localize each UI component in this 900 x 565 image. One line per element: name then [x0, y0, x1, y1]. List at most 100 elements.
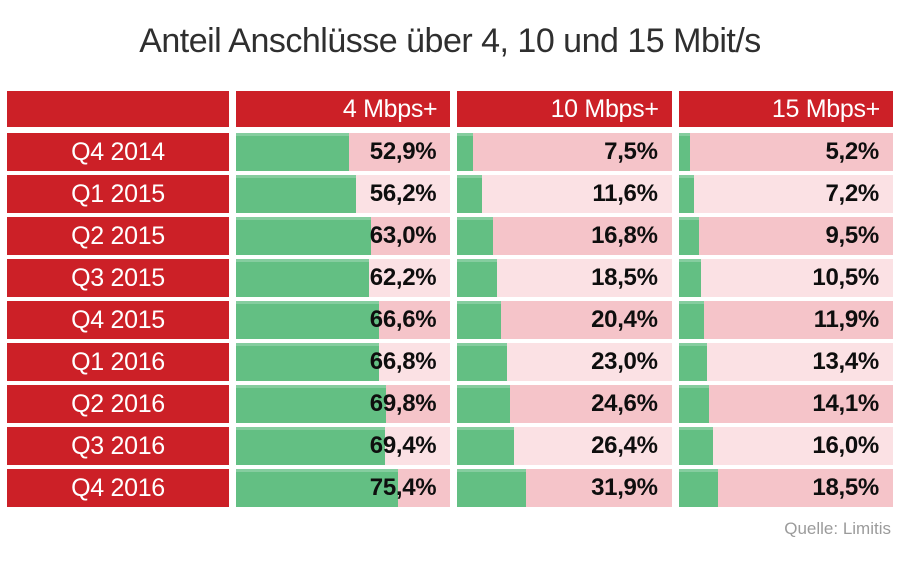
row-label-quarter: Q4 2015: [7, 301, 229, 339]
value-bar: [678, 259, 702, 297]
value-label: 62,2%: [369, 264, 437, 291]
value-label: 63,0%: [369, 222, 437, 249]
value-bar: [457, 343, 507, 381]
value-cell: 69,4%: [236, 427, 451, 465]
value-label: 31,9%: [591, 474, 658, 501]
value-cell: 66,8%: [236, 343, 451, 381]
value-cell: 7,2%: [678, 175, 893, 213]
value-label: 13,4%: [812, 348, 879, 375]
value-label: 7,2%: [825, 180, 879, 207]
value-bar: [678, 385, 709, 423]
value-cell: 26,4%: [457, 427, 672, 465]
value-label: 26,4%: [591, 432, 658, 459]
value-bar: [236, 427, 385, 465]
table-row: Q3 2016 69,4% 26,4% 16,0%: [7, 427, 893, 465]
row-label-quarter: Q2 2016: [7, 385, 229, 423]
table-row: Q2 2015 63,0% 16,8% 9,5%: [7, 217, 893, 255]
table-row: Q1 2016 66,8% 23,0% 13,4%: [7, 343, 893, 381]
value-cell: 16,0%: [678, 427, 893, 465]
table-row: Q1 2015 56,2% 11,6% 7,2%: [7, 175, 893, 213]
value-label: 66,8%: [369, 348, 437, 375]
value-label: 16,0%: [812, 432, 879, 459]
value-cell: 5,2%: [678, 133, 893, 171]
value-cell: 10,5%: [678, 259, 893, 297]
value-label: 16,8%: [591, 222, 658, 249]
value-cell: 20,4%: [457, 301, 672, 339]
value-cell: 14,1%: [678, 385, 893, 423]
value-bar: [678, 133, 690, 171]
table-header-row: 4 Mbps+ 10 Mbps+ 15 Mbps+: [7, 91, 893, 127]
value-bar: [457, 133, 474, 171]
value-label: 75,4%: [369, 474, 437, 501]
source-credit: Quelle: Limitis: [784, 519, 891, 538]
value-bar: [236, 469, 398, 507]
row-label-quarter: Q3 2015: [7, 259, 229, 297]
value-cell: 62,2%: [236, 259, 451, 297]
value-cell: 9,5%: [678, 217, 893, 255]
value-label: 9,5%: [825, 222, 879, 249]
value-cell: 66,6%: [236, 301, 451, 339]
table-row: Q4 2014 52,9% 7,5% 5,2%: [7, 133, 893, 171]
value-cell: 52,9%: [236, 133, 451, 171]
row-label-quarter: Q3 2016: [7, 427, 229, 465]
value-bar: [236, 301, 379, 339]
value-bar: [236, 217, 372, 255]
value-label: 10,5%: [812, 264, 879, 291]
value-label: 66,6%: [369, 306, 437, 333]
value-bar: [236, 133, 350, 171]
value-cell: 11,9%: [678, 301, 893, 339]
table-body: Q4 2014 52,9% 7,5% 5,2% Q1 2015 56,2% 11,6% 7,2…: [7, 133, 893, 507]
value-bar: [678, 343, 708, 381]
value-bar: [236, 175, 357, 213]
value-label: 7,5%: [604, 138, 658, 165]
corner-cell: [7, 91, 229, 127]
value-cell: 16,8%: [457, 217, 672, 255]
value-cell: 56,2%: [236, 175, 451, 213]
value-label: 69,8%: [369, 390, 437, 417]
row-label-quarter: Q1 2016: [7, 343, 229, 381]
value-cell: 18,5%: [457, 259, 672, 297]
page-title: Anteil Anschlüsse über 4, 10 und 15 Mbit…: [139, 22, 761, 60]
value-bar: [457, 427, 514, 465]
value-bar: [457, 469, 526, 507]
value-cell: 11,6%: [457, 175, 672, 213]
value-bar: [236, 385, 386, 423]
value-cell: 13,4%: [678, 343, 893, 381]
value-label: 18,5%: [812, 474, 879, 501]
value-label: 11,9%: [813, 306, 880, 333]
value-bar: [457, 175, 483, 213]
table-row: Q3 2015 62,2% 18,5% 10,5%: [7, 259, 893, 297]
bandwidth-share-table: 4 Mbps+ 10 Mbps+ 15 Mbps+ Q4 2014 52,9% 7,…: [7, 91, 893, 507]
row-label-quarter: Q4 2016: [7, 469, 229, 507]
table-row: Q4 2015 66,6% 20,4% 11,9%: [7, 301, 893, 339]
column-header-10mbps: 10 Mbps+: [457, 91, 672, 127]
value-cell: 69,8%: [236, 385, 451, 423]
value-bar: [236, 259, 370, 297]
value-cell: 75,4%: [236, 469, 451, 507]
row-label-quarter: Q4 2014: [7, 133, 229, 171]
value-label: 23,0%: [591, 348, 658, 375]
value-cell: 18,5%: [678, 469, 893, 507]
row-label-quarter: Q1 2015: [7, 175, 229, 213]
value-cell: 7,5%: [457, 133, 672, 171]
value-label: 14,1%: [812, 390, 879, 417]
value-bar: [678, 217, 700, 255]
column-header-4mbps: 4 Mbps+: [236, 91, 451, 127]
value-cell: 63,0%: [236, 217, 451, 255]
value-cell: 31,9%: [457, 469, 672, 507]
value-bar: [678, 469, 719, 507]
row-label-quarter: Q2 2015: [7, 217, 229, 255]
value-label: 56,2%: [369, 180, 437, 207]
value-label: 5,2%: [825, 138, 879, 165]
value-cell: 23,0%: [457, 343, 672, 381]
value-bar: [678, 175, 695, 213]
value-cell: 24,6%: [457, 385, 672, 423]
value-bar: [678, 427, 713, 465]
value-bar: [457, 301, 502, 339]
table-row: Q4 2016 75,4% 31,9% 18,5%: [7, 469, 893, 507]
value-bar: [678, 301, 705, 339]
table-row: Q2 2016 69,8% 24,6% 14,1%: [7, 385, 893, 423]
column-header-15mbps: 15 Mbps+: [678, 91, 893, 127]
value-bar: [236, 343, 380, 381]
value-label: 69,4%: [369, 432, 437, 459]
